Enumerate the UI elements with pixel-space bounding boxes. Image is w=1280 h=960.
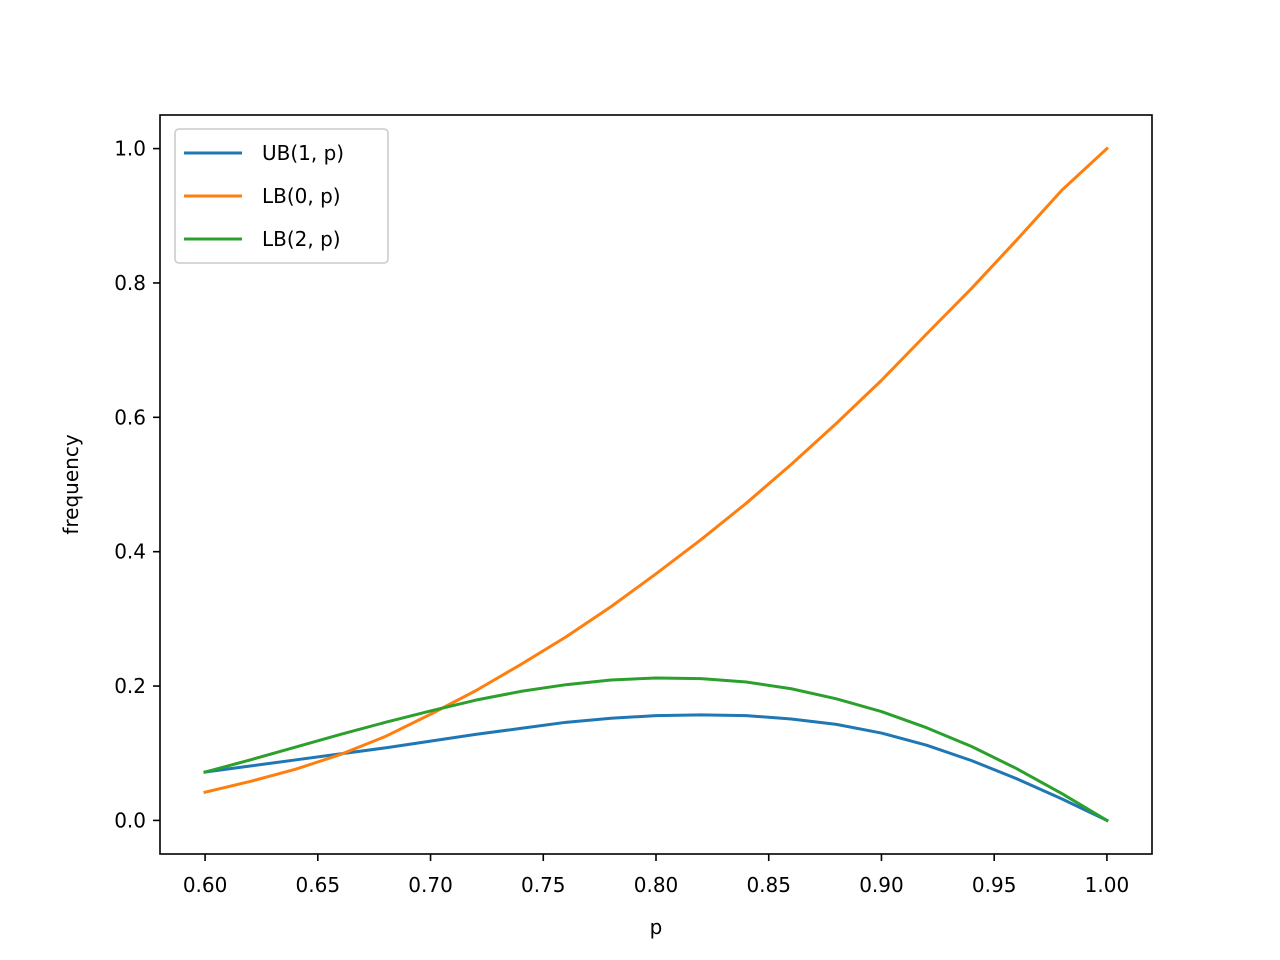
y-tick-label: 0.0: [114, 808, 146, 832]
series-line-1: [203, 146, 1110, 794]
y-axis-label: frequency: [59, 434, 83, 534]
y-tick-label: 1.0: [114, 137, 146, 161]
x-tick-label: 0.60: [183, 873, 228, 897]
legend-label-2: LB(2, p): [262, 227, 341, 251]
x-tick-label: 0.80: [634, 873, 679, 897]
y-tick-label: 0.8: [114, 271, 146, 295]
axes-layer: 0.60 0.65 0.70 0.75 0.80 0.85 0.90 0.95 1.00 0.0 0…: [114, 114, 1153, 897]
series-line-0: [203, 713, 1109, 823]
legend-label-1: LB(0, p): [262, 184, 341, 208]
x-tick-label: 0.65: [296, 873, 341, 897]
legend-label-0: UB(1, p): [262, 141, 344, 165]
x-axis-label: p: [650, 915, 663, 939]
x-tick-label: 0.75: [521, 873, 566, 897]
x-tick-label: 1.00: [1085, 873, 1130, 897]
series-line-2: [203, 676, 1109, 823]
x-tick-label: 0.90: [859, 873, 904, 897]
y-tick-label: 0.2: [114, 674, 146, 698]
x-tick-label: 0.70: [408, 873, 453, 897]
legend-box: [174, 128, 389, 264]
series-layer: [203, 146, 1110, 823]
legend: UB(1, p) LB(0, p) LB(2, p): [174, 128, 389, 264]
y-tick-label: 0.4: [114, 540, 146, 564]
x-tick-label: 0.95: [972, 873, 1017, 897]
x-tick-label: 0.85: [746, 873, 791, 897]
y-tick-label: 0.6: [114, 405, 146, 429]
